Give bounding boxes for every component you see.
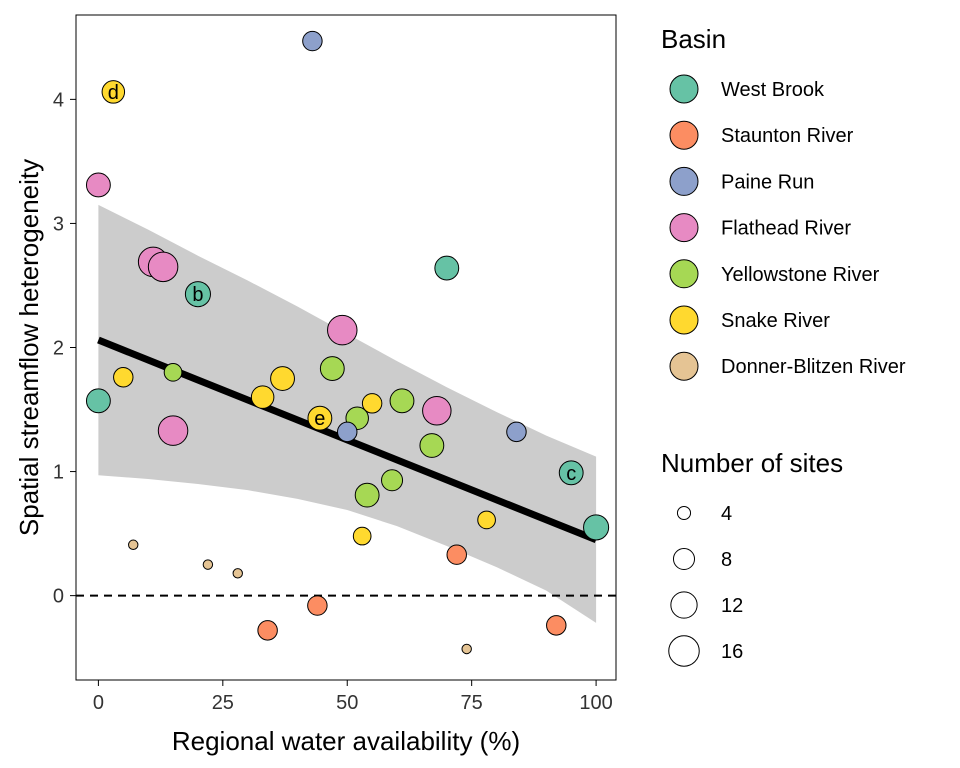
data-point <box>337 421 358 443</box>
legend-label: Paine Run <box>721 171 814 193</box>
y-tick-label: 0 <box>53 586 64 608</box>
data-point <box>147 251 179 283</box>
data-point <box>354 482 380 508</box>
basin-legend-title: Basin <box>661 24 726 54</box>
point-label: b <box>192 284 203 306</box>
data-point <box>232 568 243 579</box>
legend-label: Staunton River <box>721 125 854 147</box>
data-point <box>270 366 295 391</box>
y-tick-label: 4 <box>53 89 64 111</box>
legend-label: Snake River <box>721 310 830 332</box>
data-point <box>113 367 134 388</box>
x-axis-label: Regional water availability (%) <box>172 726 520 756</box>
y-tick-label: 1 <box>53 462 64 484</box>
data-point <box>257 620 278 641</box>
size-legend-label: 12 <box>721 595 743 617</box>
y-tick-label: 3 <box>53 213 64 235</box>
size-legend-label: 4 <box>721 503 732 525</box>
data-point <box>389 388 415 414</box>
point-label: e <box>314 408 325 430</box>
legend-swatch <box>669 305 699 335</box>
legend-swatch <box>669 213 699 243</box>
data-point <box>583 514 610 541</box>
data-point <box>307 595 328 616</box>
basin-legend: Basin West Brook Staunton River Paine Run F… <box>661 24 906 381</box>
data-point <box>302 30 323 52</box>
data-point <box>446 544 467 565</box>
data-point <box>477 510 496 530</box>
data-point <box>546 615 567 636</box>
axes: 0 25 50 75 100 0 1 2 3 4 <box>53 89 613 714</box>
data-point <box>361 393 383 414</box>
data-point <box>184 281 211 308</box>
size-legend: Number of sites 4 8 12 16 <box>661 448 843 667</box>
data-point <box>202 559 214 570</box>
data-point <box>101 80 126 104</box>
size-legend-swatch <box>670 591 698 619</box>
size-legend-swatch <box>676 505 692 521</box>
x-tick-label: 100 <box>579 692 612 714</box>
data-point <box>85 172 111 198</box>
x-tick-label: 75 <box>461 692 483 714</box>
legend-label: West Brook <box>721 79 825 101</box>
data-point <box>506 421 527 443</box>
plot-area: d b e c <box>76 30 616 655</box>
legend-label: Flathead River <box>721 218 851 240</box>
y-axis-label: Spatial streamflow heterogeneity <box>14 159 44 536</box>
data-point <box>422 396 452 426</box>
data-point <box>128 539 139 550</box>
data-point <box>558 460 584 486</box>
data-point <box>381 469 404 492</box>
data-point <box>157 415 189 446</box>
x-tick-label: 25 <box>212 692 234 714</box>
size-legend-swatch <box>672 547 696 571</box>
point-label: c <box>566 463 576 485</box>
point-label: d <box>108 82 119 104</box>
legend-swatch <box>669 166 699 196</box>
legend-swatch <box>669 259 699 289</box>
legend-swatch <box>669 74 699 104</box>
legend-swatch <box>669 351 699 381</box>
y-tick-label: 2 <box>53 338 64 360</box>
legend-label: Yellowstone River <box>721 264 880 286</box>
data-point <box>352 526 372 546</box>
size-legend-label: 16 <box>721 641 743 663</box>
data-point <box>319 356 345 382</box>
size-legend-swatch <box>668 635 700 667</box>
size-legend-title: Number of sites <box>661 448 843 478</box>
data-point <box>327 314 358 346</box>
size-legend-label: 8 <box>721 549 732 571</box>
legend-label: Donner-Blitzen River <box>721 356 906 378</box>
x-tick-label: 0 <box>93 692 104 714</box>
data-point <box>461 643 472 655</box>
data-point <box>85 388 111 414</box>
data-point <box>419 433 445 458</box>
data-point <box>434 255 460 281</box>
data-point <box>250 385 275 409</box>
data-point <box>307 405 333 431</box>
legend-swatch <box>669 120 699 150</box>
data-point <box>163 362 183 382</box>
x-tick-label: 50 <box>336 692 358 714</box>
